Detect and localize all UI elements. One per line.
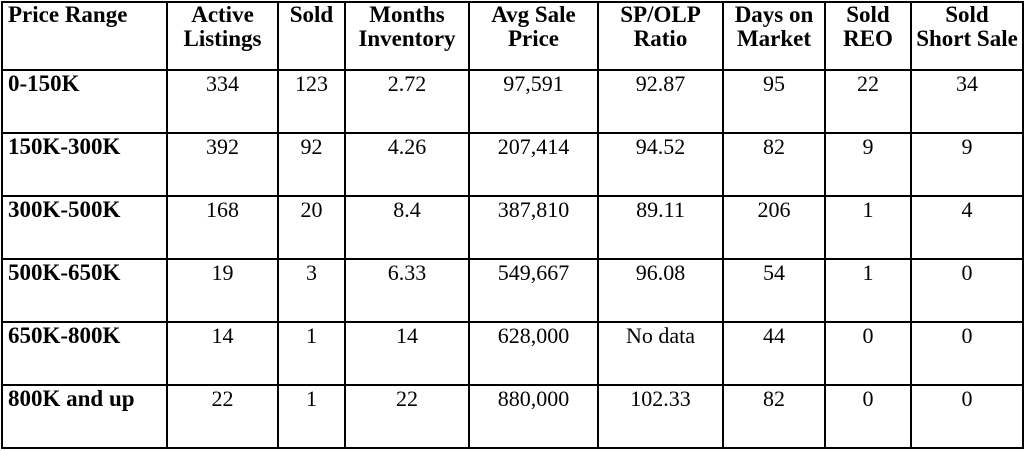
cell-active-listings: 22: [166, 384, 279, 449]
header-sp-olp-ratio: SP/OLP Ratio: [597, 1, 724, 71]
cell-avg-sale-price: 207,414: [468, 132, 599, 197]
cell-active-listings: 168: [166, 195, 279, 260]
table-row: 300K-500K 168 20 8.4 387,810 89.11 206 1…: [1, 195, 1024, 260]
cell-sold-reo: 1: [824, 258, 912, 323]
header-line: Active: [191, 2, 254, 27]
cell-days-on-market: 54: [722, 258, 826, 323]
cell-sp-olp-ratio: 96.08: [597, 258, 724, 323]
header-line: Listings: [183, 26, 262, 51]
cell-price-range: 500K-650K: [1, 258, 168, 323]
cell-avg-sale-price: 628,000: [468, 321, 599, 386]
header-row: Price Range Active Listings Sold Months …: [1, 1, 1024, 71]
table-row: 650K-800K 14 1 14 628,000 No data 44 0 0: [1, 321, 1024, 386]
cell-sold-short-sale: 34: [910, 69, 1024, 134]
cell-sold-short-sale: 0: [910, 321, 1024, 386]
cell-avg-sale-price: 880,000: [468, 384, 599, 449]
cell-months-inventory: 4.26: [344, 132, 470, 197]
cell-sold-reo: 9: [824, 132, 912, 197]
cell-sold-reo: 1: [824, 195, 912, 260]
cell-months-inventory: 8.4: [344, 195, 470, 260]
cell-sold-reo: 0: [824, 384, 912, 449]
header-line: REO: [843, 26, 893, 51]
cell-price-range: 300K-500K: [1, 195, 168, 260]
cell-months-inventory: 14: [344, 321, 470, 386]
table-header: Price Range Active Listings Sold Months …: [1, 1, 1024, 71]
header-price-range: Price Range: [1, 1, 168, 71]
header-line: Short Sale: [916, 26, 1018, 51]
cell-months-inventory: 6.33: [344, 258, 470, 323]
cell-months-inventory: 22: [344, 384, 470, 449]
header-line: SP/OLP: [620, 2, 701, 27]
cell-price-range: 650K-800K: [1, 321, 168, 386]
table-row: 0-150K 334 123 2.72 97,591 92.87 95 22 3…: [1, 69, 1024, 134]
header-line: Market: [736, 26, 812, 51]
cell-sold-short-sale: 9: [910, 132, 1024, 197]
header-line: Sold: [846, 2, 890, 27]
cell-avg-sale-price: 97,591: [468, 69, 599, 134]
cell-sold-short-sale: 0: [910, 258, 1024, 323]
cell-avg-sale-price: 549,667: [468, 258, 599, 323]
table-row: 500K-650K 19 3 6.33 549,667 96.08 54 1 0: [1, 258, 1024, 323]
cell-sold-reo: 0: [824, 321, 912, 386]
table-row: 800K and up 22 1 22 880,000 102.33 82 0 …: [1, 384, 1024, 449]
cell-active-listings: 392: [166, 132, 279, 197]
cell-sold-short-sale: 4: [910, 195, 1024, 260]
cell-sold: 20: [277, 195, 346, 260]
cell-sold: 1: [277, 321, 346, 386]
cell-avg-sale-price: 387,810: [468, 195, 599, 260]
cell-months-inventory: 2.72: [344, 69, 470, 134]
header-line: Months: [369, 2, 445, 27]
header-line: Sold: [945, 2, 989, 27]
cell-days-on-market: 82: [722, 384, 826, 449]
header-sold-short-sale: Sold Short Sale: [910, 1, 1024, 71]
cell-sold-short-sale: 0: [910, 384, 1024, 449]
header-sold: Sold: [277, 1, 346, 71]
table-body: 0-150K 334 123 2.72 97,591 92.87 95 22 3…: [1, 69, 1024, 449]
header-days-on-market: Days on Market: [722, 1, 826, 71]
header-sold-reo: Sold REO: [824, 1, 912, 71]
cell-sp-olp-ratio: 92.87: [597, 69, 724, 134]
header-line: Price: [507, 26, 560, 51]
header-active-listings: Active Listings: [166, 1, 279, 71]
cell-days-on-market: 82: [722, 132, 826, 197]
cell-sold: 1: [277, 384, 346, 449]
cell-days-on-market: 206: [722, 195, 826, 260]
header-avg-sale-price: Avg Sale Price: [468, 1, 599, 71]
cell-price-range: 150K-300K: [1, 132, 168, 197]
header-line: Inventory: [358, 26, 456, 51]
cell-sp-olp-ratio: No data: [597, 321, 724, 386]
header-line: Sold: [289, 2, 334, 27]
cell-days-on-market: 44: [722, 321, 826, 386]
header-line: Ratio: [633, 26, 688, 51]
cell-price-range: 800K and up: [1, 384, 168, 449]
header-line: Avg Sale: [491, 2, 576, 27]
header-line: Price Range: [8, 2, 128, 27]
cell-sold: 123: [277, 69, 346, 134]
cell-sold-reo: 22: [824, 69, 912, 134]
cell-active-listings: 334: [166, 69, 279, 134]
table-row: 150K-300K 392 92 4.26 207,414 94.52 82 9…: [1, 132, 1024, 197]
cell-sp-olp-ratio: 89.11: [597, 195, 724, 260]
cell-sold: 3: [277, 258, 346, 323]
cell-sold: 92: [277, 132, 346, 197]
cell-active-listings: 14: [166, 321, 279, 386]
cell-price-range: 0-150K: [1, 69, 168, 134]
cell-active-listings: 19: [166, 258, 279, 323]
header-months-inventory: Months Inventory: [344, 1, 470, 71]
cell-sp-olp-ratio: 102.33: [597, 384, 724, 449]
cell-days-on-market: 95: [722, 69, 826, 134]
header-line: Days on: [734, 2, 814, 27]
cell-sp-olp-ratio: 94.52: [597, 132, 724, 197]
